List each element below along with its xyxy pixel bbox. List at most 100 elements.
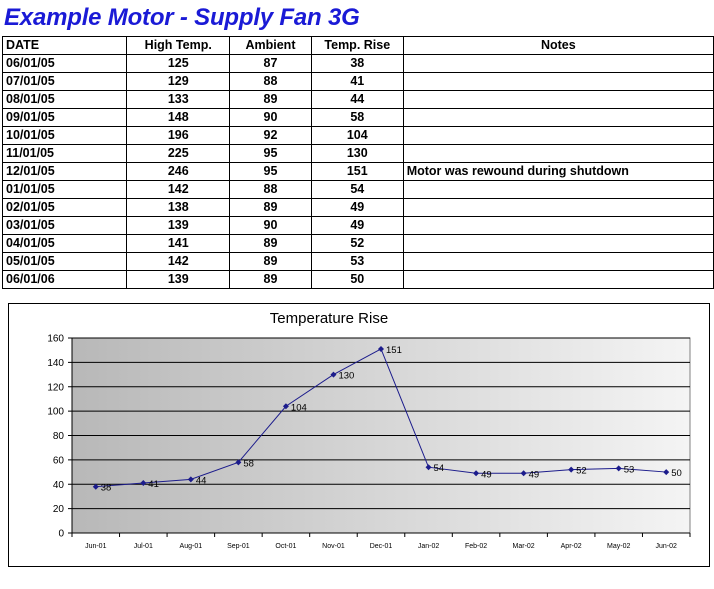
x-tick-label: Oct-01	[275, 543, 296, 550]
data-point-marker	[187, 476, 194, 483]
cell-temp-rise: 58	[310, 108, 404, 127]
table-row: 03/01/05 139 90 49	[1, 216, 714, 235]
cell-notes	[402, 108, 714, 127]
y-tick-label: 140	[47, 358, 64, 369]
data-point-marker	[378, 345, 384, 352]
cell-high-temp: 139	[126, 270, 231, 289]
cell-high-temp: 142	[126, 180, 231, 199]
data-label: 54	[434, 463, 445, 474]
data-point-marker	[92, 483, 99, 490]
chart-canvas: 0 20 40 60 80 100 120 140 160 Jun-01 Jul-01 Aug-01 S…	[47, 334, 691, 550]
data-label: 104	[291, 402, 307, 413]
table-row: 12/01/05 246 95 151 Motor was rewound during…	[1, 162, 714, 181]
cell-date: 03/01/05	[1, 216, 128, 235]
cell-notes	[402, 54, 714, 73]
data-point-marker	[473, 470, 480, 477]
data-label: 130	[338, 371, 354, 382]
cell-ambient: 88	[229, 180, 312, 199]
table-row: 09/01/05 148 90 58	[1, 108, 714, 127]
cell-temp-rise: 38	[310, 54, 404, 73]
table-row: 06/01/06 139 89 50	[1, 270, 714, 289]
cell-high-temp: 139	[126, 216, 231, 235]
cell-high-temp: 141	[126, 234, 231, 253]
y-tick-label: 100	[47, 407, 64, 418]
cell-temp-rise: 50	[310, 270, 404, 289]
table-row: 08/01/05 133 89 44	[1, 90, 714, 109]
y-tick-label: 120	[47, 382, 64, 393]
cell-high-temp: 148	[126, 108, 231, 127]
data-point-marker	[235, 459, 242, 466]
table-row: 01/01/05 142 88 54	[1, 180, 714, 199]
cell-ambient: 90	[229, 108, 312, 127]
page-title: Example Motor - Supply Fan 3G	[4, 4, 360, 31]
y-tick-label: 40	[53, 480, 65, 491]
cell-temp-rise: 49	[310, 198, 404, 217]
x-tick-label: Jan-02	[418, 543, 440, 550]
column-header-date: DATE	[1, 36, 128, 55]
y-tick-label: 60	[53, 455, 65, 466]
cell-high-temp: 225	[126, 144, 231, 163]
cell-ambient: 95	[229, 162, 312, 181]
cell-ambient: 88	[229, 72, 312, 91]
cell-notes	[402, 252, 714, 271]
data-label: 151	[386, 345, 402, 356]
temperature-rise-chart: Temperature Rise 0 20 40 60 80 100 120 140 160 Ju…	[8, 303, 710, 567]
table-row: 11/01/05 225 95 130	[1, 144, 714, 163]
x-tick-label: Jun-01	[85, 543, 107, 550]
cell-date: 09/01/05	[1, 108, 128, 127]
cell-date: 06/01/05	[1, 54, 128, 73]
cell-temp-rise: 104	[310, 126, 404, 145]
cell-temp-rise: 130	[310, 144, 404, 163]
cell-ambient: 90	[229, 216, 312, 235]
cell-high-temp: 246	[126, 162, 231, 181]
data-point-marker	[425, 464, 432, 471]
cell-temp-rise: 151	[310, 162, 404, 181]
column-header-ambient: Ambient	[229, 36, 312, 55]
cell-notes	[402, 180, 714, 199]
y-tick-label: 80	[53, 431, 65, 442]
cell-temp-rise: 54	[310, 180, 404, 199]
x-tick-label: Sep-01	[227, 543, 250, 550]
cell-date: 06/01/06	[1, 270, 128, 289]
cell-ambient: 89	[229, 90, 312, 109]
cell-ambient: 89	[229, 252, 312, 271]
cell-date: 01/01/05	[1, 180, 128, 199]
x-tick-label: May-02	[607, 543, 630, 550]
cell-ambient: 89	[229, 234, 312, 253]
temperature-table: DATE High Temp. Ambient Temp. Rise Notes…	[1, 36, 714, 289]
column-header-temp-rise: Temp. Rise	[310, 36, 404, 55]
table-header-row: DATE High Temp. Ambient Temp. Rise Notes	[1, 36, 714, 55]
table-row: 02/01/05 138 89 49	[1, 198, 714, 217]
cell-temp-rise: 41	[310, 72, 404, 91]
table-row: 07/01/05 129 88 41	[1, 72, 714, 91]
cell-date: 12/01/05	[1, 162, 128, 181]
cell-date: 08/01/05	[1, 90, 128, 109]
cell-ambient: 89	[229, 198, 312, 217]
data-point-marker	[282, 403, 289, 410]
data-label: 50	[671, 468, 682, 479]
cell-notes	[402, 90, 714, 109]
cell-notes	[402, 198, 714, 217]
x-tick-label: Nov-01	[322, 543, 345, 550]
x-tick-label: Aug-01	[180, 543, 203, 550]
data-point-marker	[615, 465, 622, 472]
cell-notes	[402, 144, 714, 163]
table-row: 06/01/05 125 87 38	[1, 54, 714, 73]
cell-date: 10/01/05	[1, 126, 128, 145]
cell-temp-rise: 49	[310, 216, 404, 235]
y-tick-label: 0	[58, 529, 64, 540]
column-header-notes: Notes	[402, 36, 714, 55]
cell-temp-rise: 52	[310, 234, 404, 253]
cell-ambient: 92	[229, 126, 312, 145]
data-point-marker	[520, 470, 527, 477]
x-tick-label: Apr-02	[561, 543, 582, 550]
cell-date: 07/01/05	[1, 72, 128, 91]
cell-notes	[402, 126, 714, 145]
cell-ambient: 95	[229, 144, 312, 163]
data-label: 38	[101, 483, 112, 494]
data-label: 53	[624, 464, 635, 475]
cell-temp-rise: 53	[310, 252, 404, 271]
cell-notes	[402, 216, 714, 235]
x-tick-label: Dec-01	[370, 543, 393, 550]
data-point-marker	[330, 371, 337, 378]
